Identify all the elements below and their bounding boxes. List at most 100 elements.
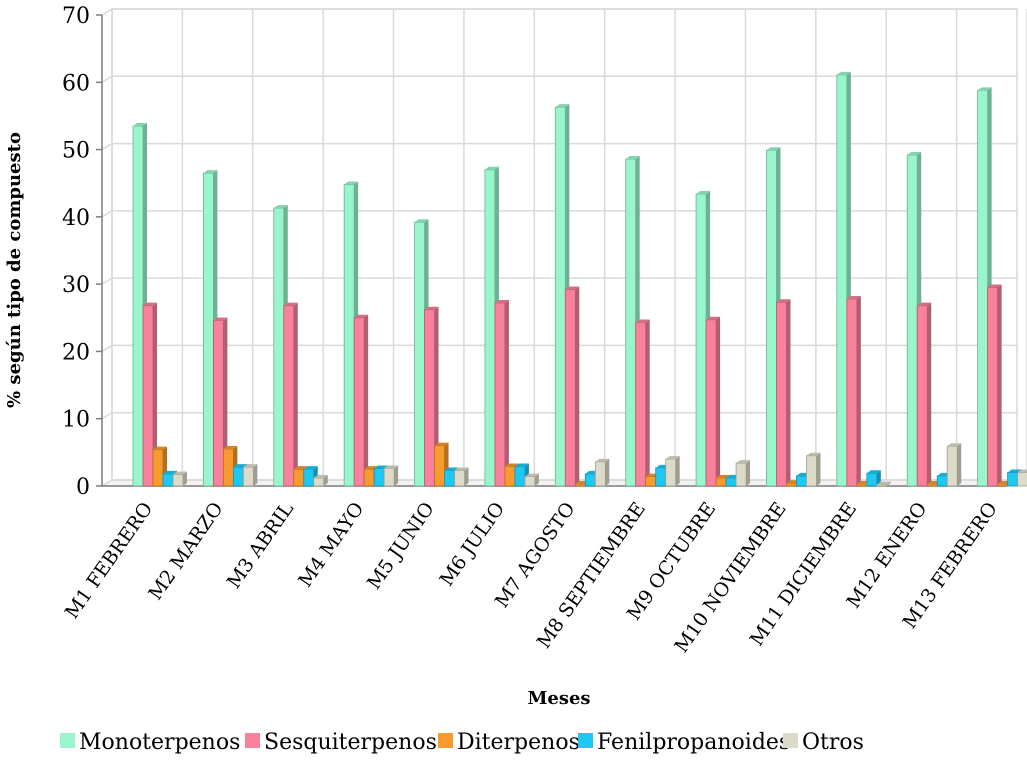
bar-front [574,483,586,487]
bar-front [514,466,526,487]
bar [514,463,529,487]
legend-swatch [245,733,260,748]
grid-line-side [101,479,113,487]
bar [665,456,680,487]
y-tick-labels: 0 10 20 30 40 50 60 70 [62,4,90,500]
bar-front [776,301,787,487]
bar-top [273,205,288,209]
bar [454,467,469,487]
bar-top [766,147,781,151]
grid-line-side [101,412,113,420]
bar-front [766,149,777,487]
bar-top [565,286,580,290]
bar-top [213,317,228,321]
legend-item: Otros [783,730,864,755]
bar-front [504,466,516,487]
bar-front [635,322,647,487]
bar-side [605,458,610,486]
bar-front [836,74,848,487]
bar [635,319,650,487]
bar-front [212,320,224,487]
bar-top [977,87,992,91]
bar-front [232,466,244,487]
bar-top [384,465,399,469]
bar-front [343,184,355,487]
bar-front [926,483,938,487]
bar-front [152,449,164,487]
bar-top [595,458,610,462]
bar [876,481,891,487]
bar-top [635,319,650,323]
bar-top [444,467,459,471]
bar-front [132,125,144,487]
bar-front [856,483,868,487]
bar-top [555,104,570,108]
bar [846,295,861,487]
bars [132,71,1027,487]
bar-top [736,460,751,464]
bar-side [856,295,861,486]
bar-front [655,467,667,487]
bar-front [715,477,727,487]
y-tick-label: 30 [62,273,90,298]
legend-label: Otros [802,730,864,755]
grid-line-side [101,8,113,16]
bar-top [625,155,640,159]
legend-swatch [578,733,593,748]
bar [776,299,791,487]
bar-front [353,317,365,487]
grid-line-side [101,277,113,285]
bar-front [303,468,315,487]
bar-front [665,458,677,487]
bar-top [716,474,731,478]
bar-top [293,466,308,470]
bar-side [183,471,187,486]
bar-side [746,460,751,486]
bar [383,465,399,487]
bar-top [153,446,167,450]
bar-front [162,473,174,487]
bar-front [725,477,737,487]
legend-item: Fenilpropanoides [578,730,790,755]
bar-front [283,305,295,487]
bar-top [806,452,821,456]
grid-line-side [101,142,113,151]
bar-side [997,284,1002,486]
bar-top [354,314,369,318]
bar-top [283,302,298,306]
y-tick-label: 20 [62,340,90,365]
bar [1017,469,1027,487]
bar-top [233,464,248,468]
bar [705,316,721,487]
y-tick-label: 10 [62,408,90,433]
y-tick-label: 50 [62,139,90,164]
bar-front [866,472,878,487]
bar [212,317,228,487]
bar-front [293,468,305,487]
bar-front [584,473,596,487]
bar-top [907,151,922,155]
legend-label: Sesquiterpenos [264,730,437,755]
bar-side [434,306,439,486]
bar-front [273,207,285,487]
bar [866,470,881,487]
bar [353,314,369,487]
bar-top [133,123,147,127]
bar-front [735,462,747,487]
bar-front [444,470,455,487]
bar-front [383,468,395,487]
bar [735,460,751,487]
x-tick-label: M2 MARZO [144,498,227,604]
bar-side [223,317,228,486]
bar-top [696,190,711,194]
bar-side [876,470,881,486]
bar-top [344,181,359,185]
bar-top [524,473,539,477]
bar-top [494,299,509,303]
bar [564,286,580,487]
bar-front [242,466,254,487]
bar [242,464,258,487]
bar-front [554,106,566,487]
bar-top [1017,469,1027,473]
legend-item: Sesquiterpenos [245,730,437,755]
